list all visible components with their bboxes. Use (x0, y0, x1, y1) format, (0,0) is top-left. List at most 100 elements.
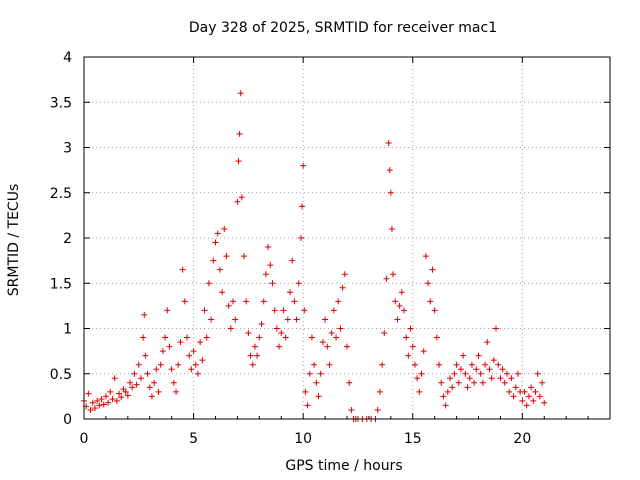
data-point (394, 316, 401, 323)
data-point (536, 393, 543, 400)
tick-labels: 0 0.5 1 1.5 2 2.5 3 3.5 4 0 5 10 15 20 (50, 50, 532, 447)
data-point (179, 266, 186, 273)
data-point (225, 302, 232, 309)
data-point (137, 375, 144, 382)
x-tick-label: 5 (189, 431, 198, 447)
data-point (348, 406, 355, 413)
data-point (403, 334, 410, 341)
data-point (414, 375, 421, 382)
data-point (411, 361, 418, 368)
data-point (140, 334, 147, 341)
data-point (157, 361, 164, 368)
data-point (341, 271, 348, 278)
data-point (144, 370, 151, 377)
data-point (436, 361, 443, 368)
data-point (306, 370, 313, 377)
data-point (192, 361, 199, 368)
data-point (444, 388, 451, 395)
data-point (317, 370, 324, 377)
data-point (514, 370, 521, 377)
data-point (105, 399, 112, 406)
y-tick-label: 3 (63, 141, 72, 157)
data-point (289, 257, 296, 264)
data-point (96, 402, 103, 409)
y-tick-label: 2.5 (50, 186, 72, 202)
data-point (153, 366, 160, 373)
y-tick-label: 3.5 (50, 95, 72, 111)
data-point (238, 194, 245, 201)
data-point (280, 307, 287, 314)
data-point (293, 316, 300, 323)
data-point (429, 266, 436, 273)
data-point (243, 298, 250, 305)
data-point (398, 289, 405, 296)
data-point (98, 396, 105, 403)
data-point (471, 379, 478, 386)
data-point (405, 352, 412, 359)
data-point (464, 384, 471, 391)
data-point (141, 311, 148, 318)
data-point (416, 388, 423, 395)
data-point (499, 366, 506, 373)
data-point (107, 388, 114, 395)
data-point (124, 392, 131, 399)
data-point (477, 370, 484, 377)
data-point (407, 325, 414, 332)
data-point (94, 397, 101, 404)
data-point (237, 90, 244, 97)
data-point (519, 397, 526, 404)
data-point (201, 307, 208, 314)
data-point (109, 396, 116, 403)
data-point (127, 379, 134, 386)
data-point (315, 393, 322, 400)
data-point (440, 393, 447, 400)
data-point (135, 361, 142, 368)
data-point (466, 375, 473, 382)
data-point (438, 379, 445, 386)
data-points (81, 90, 548, 422)
data-point (146, 384, 153, 391)
data-point (525, 393, 532, 400)
data-point (451, 370, 458, 377)
data-point (418, 370, 425, 377)
data-point (205, 280, 212, 287)
data-point (333, 334, 340, 341)
data-point (431, 307, 438, 314)
data-point (194, 370, 201, 377)
data-point (344, 343, 350, 350)
data-point (232, 316, 239, 323)
data-point (118, 394, 125, 401)
data-point (230, 298, 237, 305)
data-point (387, 189, 394, 196)
data-point (235, 158, 242, 165)
data-point (457, 366, 464, 373)
data-point (422, 253, 429, 260)
data-point (234, 198, 241, 205)
data-point (510, 393, 517, 400)
data-point (175, 361, 182, 368)
data-point (265, 244, 272, 251)
data-point (258, 320, 265, 327)
data-point (214, 230, 221, 237)
y-tick-label: 2 (63, 231, 72, 247)
data-point (129, 384, 136, 391)
data-point (262, 271, 269, 278)
data-point (91, 405, 98, 412)
data-point (388, 225, 395, 232)
data-point (240, 253, 247, 260)
data-point (379, 361, 386, 368)
data-point (159, 348, 166, 355)
data-point (212, 239, 219, 246)
data-point (392, 298, 399, 305)
data-point (482, 361, 489, 368)
data-point (282, 334, 289, 341)
data-point (249, 361, 256, 368)
data-point (506, 388, 513, 395)
data-point (166, 343, 173, 350)
data-point (488, 375, 495, 382)
chart-title: Day 328 of 2025, SRMTID for receiver mac… (189, 20, 497, 36)
data-point (324, 343, 331, 350)
data-point (376, 388, 383, 395)
data-point (479, 379, 486, 386)
